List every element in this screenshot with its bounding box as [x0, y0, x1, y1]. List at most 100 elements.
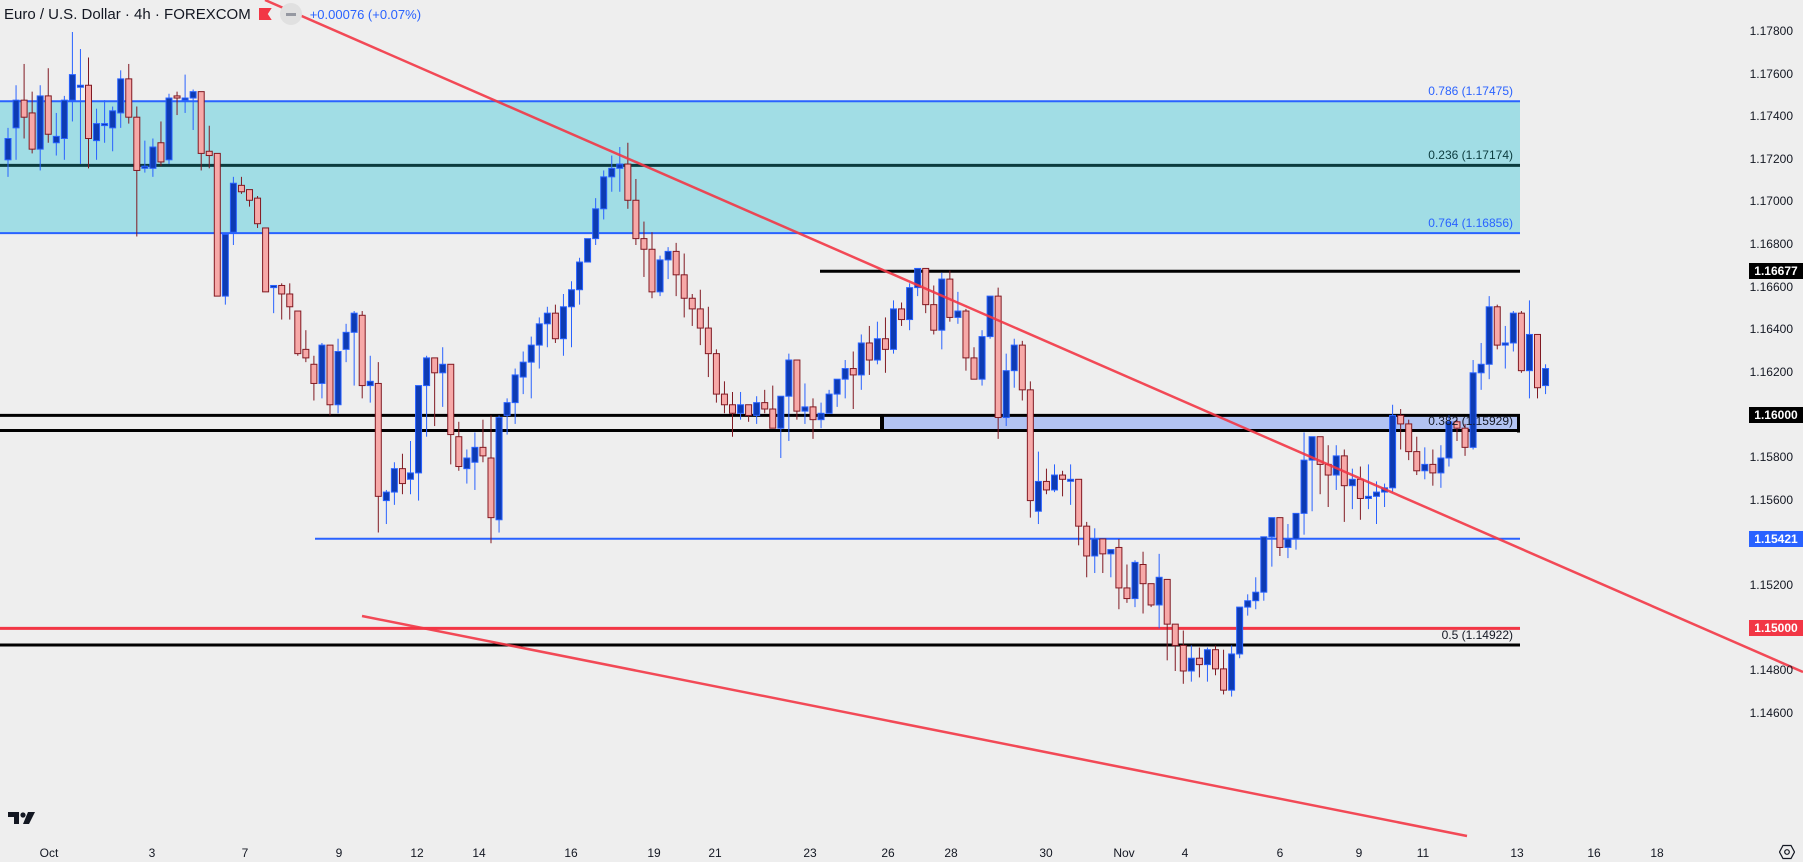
candle — [632, 178, 640, 245]
candle — [1212, 645, 1219, 676]
candle — [197, 91, 205, 171]
candle — [4, 127, 12, 177]
candle — [648, 232, 656, 299]
candle — [439, 347, 447, 407]
candle — [688, 293, 696, 326]
candle — [1445, 415, 1453, 467]
candle — [270, 284, 278, 314]
candle — [519, 351, 527, 395]
candle — [237, 176, 245, 194]
candle — [350, 311, 358, 386]
candle — [745, 404, 753, 422]
candle — [165, 93, 173, 165]
candle — [712, 349, 720, 403]
candle — [1316, 436, 1324, 495]
candle — [1324, 445, 1332, 507]
candle — [527, 336, 535, 399]
time-axis-label: 9 — [335, 846, 343, 860]
candle — [85, 57, 92, 169]
candle — [672, 242, 680, 297]
time-axis-label: 30 — [1039, 846, 1053, 860]
time-axis-label: 12 — [410, 846, 424, 860]
time-axis-label: 6 — [1276, 846, 1284, 860]
candle — [254, 196, 262, 228]
candle — [157, 121, 165, 167]
time-axis-label: 16 — [564, 846, 578, 860]
candle — [1364, 464, 1372, 510]
candle — [1485, 296, 1493, 380]
candle — [680, 253, 688, 318]
candle — [551, 304, 559, 343]
time-axis-label: 18 — [1650, 846, 1664, 860]
candle — [1236, 606, 1244, 659]
candle — [729, 391, 736, 437]
candles-layer — [4, 32, 1550, 697]
price-axis-label: 1.16400 — [1749, 322, 1793, 337]
collapse-icon[interactable] — [279, 3, 302, 25]
candle — [1010, 338, 1018, 388]
candle — [954, 291, 962, 324]
settings-gear-icon[interactable] — [1779, 844, 1795, 860]
candle — [1268, 517, 1276, 567]
candle — [447, 363, 455, 465]
candle — [334, 338, 342, 414]
candle — [890, 300, 897, 354]
candle — [366, 355, 374, 403]
candle — [857, 334, 865, 390]
candle — [221, 233, 229, 305]
candle — [817, 402, 825, 429]
candle — [624, 142, 632, 209]
price-axis-label: 1.15200 — [1749, 577, 1793, 592]
candle — [1083, 521, 1091, 578]
candle — [640, 221, 648, 277]
candle — [310, 355, 318, 401]
price-axis-label: 1.15800 — [1749, 450, 1793, 464]
candle — [962, 308, 970, 371]
zones-layer — [0, 101, 1520, 431]
tradingview-logo-icon[interactable] — [8, 810, 38, 826]
flag-icon[interactable] — [258, 8, 272, 20]
price-axis-label: 1.17200 — [1749, 151, 1793, 166]
candle — [52, 112, 60, 156]
chart-header: Euro / U.S. Dollar · 4h · FOREXCOM +0.00… — [4, 3, 421, 25]
candle — [1405, 419, 1413, 461]
candle — [398, 453, 406, 495]
zone-0 — [0, 101, 1520, 234]
candle — [1042, 468, 1050, 495]
candle — [28, 91, 36, 154]
price-axis-label: 1.17800 — [1749, 24, 1793, 38]
candle — [1018, 340, 1026, 401]
candle — [463, 449, 471, 484]
fib-level-label: 0.764 (1.16856) — [1428, 216, 1513, 231]
candle — [568, 281, 575, 348]
candle — [76, 49, 84, 165]
candle — [503, 398, 511, 435]
candle — [479, 419, 487, 463]
candle — [584, 238, 592, 263]
symbol-title[interactable]: Euro / U.S. Dollar · 4h · FOREXCOM — [4, 5, 251, 23]
candle — [374, 362, 382, 533]
candle — [1284, 524, 1292, 559]
candle — [1163, 578, 1171, 661]
price-axis-label: 1.16200 — [1749, 364, 1793, 379]
candle — [809, 398, 817, 439]
candle — [1477, 342, 1485, 390]
candle — [849, 351, 857, 410]
candle — [543, 306, 551, 348]
candle — [382, 489, 390, 525]
candle — [1429, 449, 1437, 486]
candle — [592, 198, 600, 245]
candle — [1195, 647, 1203, 678]
candle — [1300, 432, 1308, 535]
price-axis-label: 1.15600 — [1749, 492, 1793, 507]
candle — [1228, 645, 1236, 697]
candle — [1260, 536, 1268, 601]
price-tag: 1.15421 — [1749, 530, 1803, 547]
price-axis-label: 1.17000 — [1749, 194, 1793, 209]
candle — [1389, 404, 1397, 493]
candle — [1437, 445, 1445, 488]
candle — [1517, 311, 1525, 373]
candle — [1123, 564, 1131, 603]
time-axis-label: 9 — [1355, 846, 1363, 860]
